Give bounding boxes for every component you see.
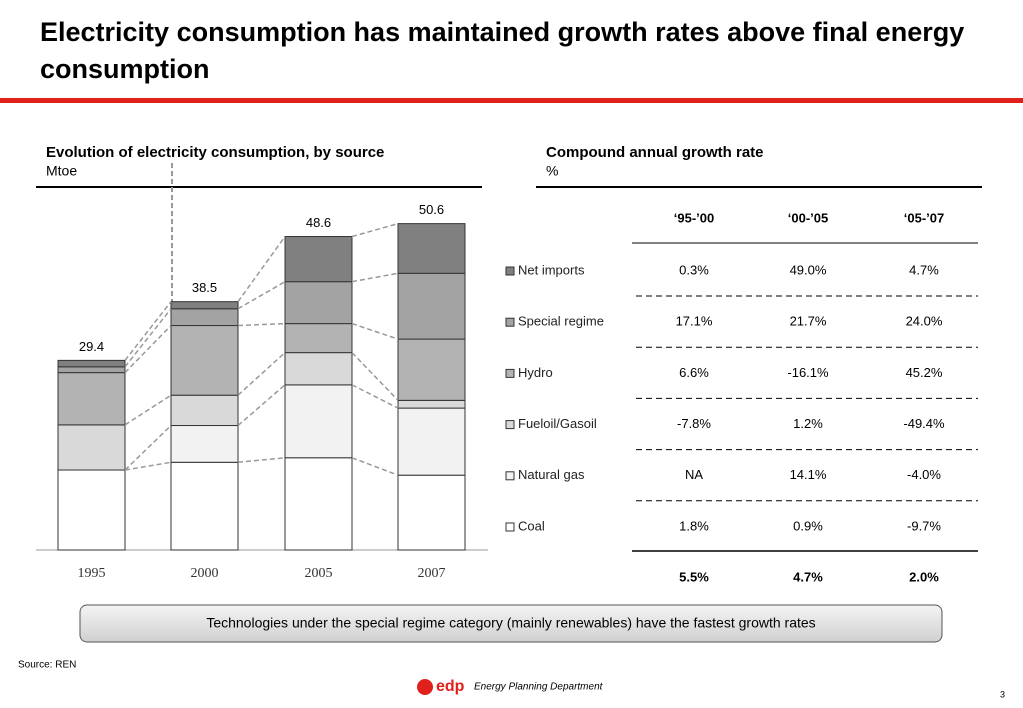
chart-title: Evolution of electricity consumption, by… <box>46 144 384 161</box>
legend-swatch <box>505 420 515 430</box>
bar-segment <box>57 372 126 426</box>
table-cell: -9.7% <box>907 518 941 533</box>
table-cell: 24.0% <box>906 314 943 329</box>
legend-swatch <box>505 471 515 481</box>
x-tick-label: 2005 <box>305 566 333 581</box>
bar-segment <box>284 384 353 459</box>
callout: Technologies under the special regime ca… <box>206 615 815 631</box>
legend-label: Fueloil/Gasoil <box>518 416 597 431</box>
bar-segment <box>397 399 466 409</box>
column-header: ‘00-’05 <box>788 210 828 225</box>
table-cell: -4.0% <box>907 467 941 482</box>
column-header: ‘05-’07 <box>904 210 944 225</box>
connector <box>351 222 399 238</box>
table-unit: % <box>546 163 558 179</box>
connector <box>124 424 172 471</box>
bar-segment <box>170 325 239 396</box>
bar-segment <box>397 223 466 274</box>
table-cell: 6.6% <box>679 365 709 380</box>
bar-segment <box>397 407 466 476</box>
connector <box>351 272 399 283</box>
total-label: 29.4 <box>79 339 104 354</box>
x-tick-label: 2007 <box>418 566 446 581</box>
legend-label: Coal <box>518 518 545 533</box>
legend-swatch <box>505 266 515 276</box>
bar-segment <box>284 352 353 386</box>
table-cell: 14.1% <box>790 467 827 482</box>
table-title: Compound annual growth rate <box>546 144 764 161</box>
total-cell: 2.0% <box>909 569 939 584</box>
source: Source: REN <box>18 660 76 671</box>
table-cell: 0.3% <box>679 262 709 277</box>
bar-segment <box>170 394 239 427</box>
bar-segment <box>397 272 466 340</box>
bar-segment <box>170 301 239 310</box>
table-cell: 45.2% <box>906 365 943 380</box>
bar-segment <box>397 338 466 401</box>
brand: edp <box>436 678 465 695</box>
connector <box>237 352 286 396</box>
title-rule <box>0 98 1023 103</box>
bar-segment <box>284 281 353 325</box>
bar-segment <box>57 366 126 374</box>
bar-segment <box>284 457 353 551</box>
total-cell: 4.7% <box>793 569 823 584</box>
legend-label: Special regime <box>518 314 604 329</box>
bar-segment <box>170 461 239 551</box>
table-cell: 1.2% <box>793 416 823 431</box>
total-label: 38.5 <box>192 280 217 295</box>
total-label: 48.6 <box>306 215 331 230</box>
connector <box>237 322 286 327</box>
table-cell: 49.0% <box>790 262 827 277</box>
page-number: 3 <box>1000 689 1005 699</box>
table-cell: 17.1% <box>676 314 713 329</box>
legend-swatch <box>505 317 515 327</box>
table-cell: 0.9% <box>793 518 823 533</box>
legend-label: Net imports <box>518 262 585 277</box>
connector <box>351 322 399 340</box>
bar-segment <box>57 424 126 471</box>
connector <box>124 301 172 361</box>
table-cell: 21.7% <box>790 314 827 329</box>
bar-segment <box>284 323 353 354</box>
connector <box>351 352 399 401</box>
table-cell: -49.4% <box>903 416 945 431</box>
bar-segment <box>397 474 466 551</box>
connector <box>124 394 172 426</box>
connector <box>351 384 399 409</box>
total-label: 50.6 <box>419 202 444 217</box>
connector <box>237 457 286 464</box>
connector <box>124 325 172 374</box>
logo <box>417 679 433 695</box>
legend-swatch <box>505 522 515 532</box>
callout-box <box>79 604 943 643</box>
bar-segment <box>57 469 126 551</box>
table-cell: -16.1% <box>787 365 829 380</box>
connector <box>351 457 399 476</box>
x-tick-label: 1995 <box>78 566 106 581</box>
bar-segment <box>170 425 239 463</box>
chart-unit: Mtoe <box>46 163 77 179</box>
x-tick-label: 2000 <box>191 566 219 581</box>
connector <box>124 308 172 368</box>
table-cell: 1.8% <box>679 518 709 533</box>
legend-label: Natural gas <box>518 467 585 482</box>
connector <box>237 384 286 427</box>
legend-label: Hydro <box>518 365 553 380</box>
table-cell: -7.8% <box>677 416 711 431</box>
bar-segment <box>284 236 353 283</box>
connector <box>237 281 286 310</box>
bar-segment <box>170 308 239 327</box>
total-cell: 5.5% <box>679 569 709 584</box>
department: Energy Planning Department <box>474 682 604 693</box>
slide-title: Electricity consumption has maintained g… <box>40 17 964 84</box>
legend-swatch <box>505 368 515 378</box>
bar-segment <box>57 359 126 368</box>
table-cell: NA <box>685 467 703 482</box>
table-cell: 4.7% <box>909 262 939 277</box>
column-header: ‘95-’00 <box>674 210 714 225</box>
connector <box>237 236 286 303</box>
